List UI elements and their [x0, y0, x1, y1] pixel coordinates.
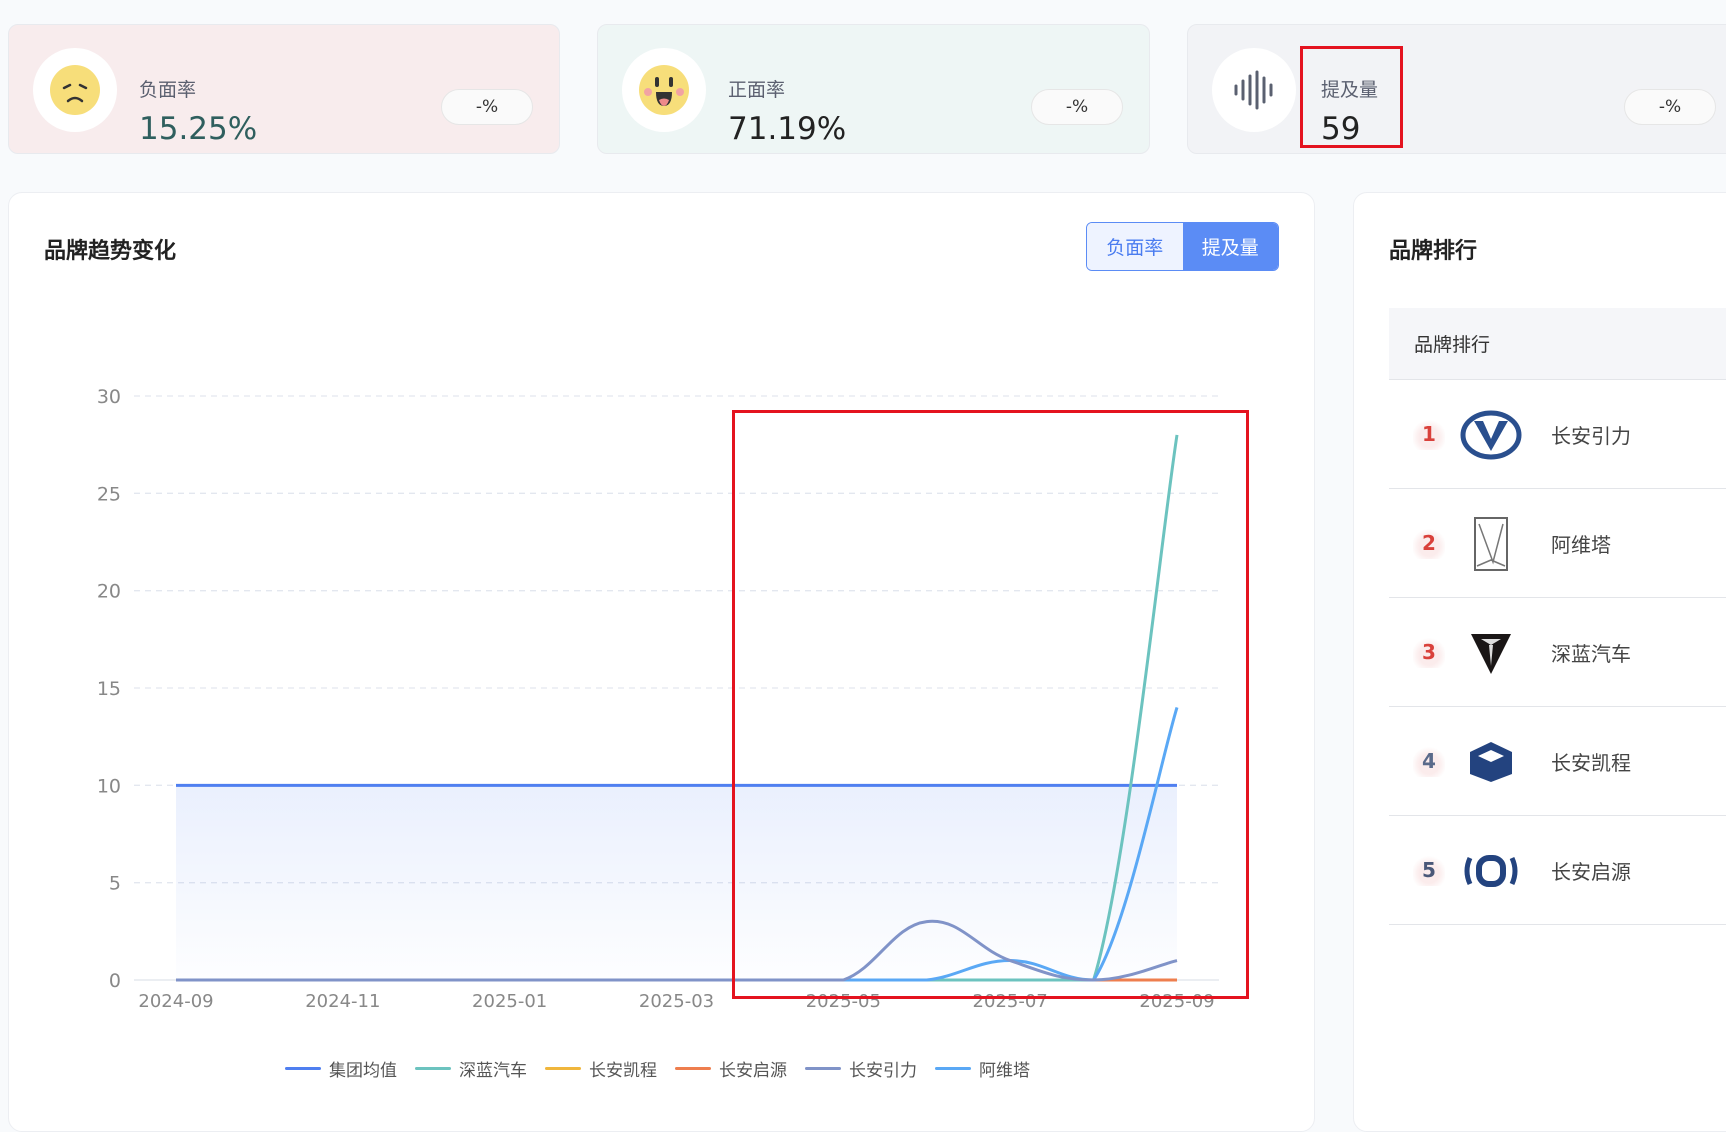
x-tick-label: 2025-01	[472, 991, 547, 1012]
brand-name: 阿维塔	[1551, 533, 1611, 557]
positive-rate-change: -%	[1031, 89, 1123, 125]
series-line-4	[176, 919, 1178, 982]
legend-item[interactable]: 阿维塔	[935, 1056, 1030, 1081]
legend-swatch	[545, 1067, 581, 1070]
deepal-logo	[1459, 623, 1523, 683]
legend-item[interactable]: 集团均值	[285, 1056, 397, 1081]
y-tick-label: 20	[97, 581, 121, 603]
x-tick-label: 2024-11	[305, 991, 380, 1012]
happy-face-icon	[622, 48, 706, 132]
legend-item[interactable]: 深蓝汽车	[415, 1056, 527, 1081]
legend-swatch	[285, 1067, 321, 1070]
negative-rate-label: 负面率	[139, 79, 197, 101]
legend-label: 长安启源	[719, 1061, 787, 1081]
legend-swatch	[675, 1067, 711, 1070]
negative-rate-change: -%	[441, 89, 533, 125]
rank-badge: 5	[1413, 854, 1445, 886]
rank-badge: 1	[1413, 418, 1445, 450]
positive-rate-value: 71.19%	[728, 111, 847, 147]
rank-badge: 4	[1413, 745, 1445, 777]
rank-badge: 2	[1413, 527, 1445, 559]
legend-swatch	[935, 1067, 971, 1070]
legend-label: 阿维塔	[979, 1061, 1030, 1081]
y-tick-label: 30	[97, 386, 121, 408]
legend-item[interactable]: 长安引力	[805, 1056, 917, 1081]
sound-wave-icon	[1212, 48, 1296, 132]
y-tick-label: 15	[97, 678, 121, 700]
ranking-title: 品牌排行	[1389, 239, 1478, 264]
ranking-column-header: 品牌排行	[1389, 308, 1726, 380]
y-tick-label: 0	[109, 970, 121, 992]
x-tick-label: 2024-09	[138, 991, 213, 1012]
series-area	[176, 785, 1177, 980]
x-tick-label: 2025-05	[806, 991, 881, 1012]
rank-badge: 3	[1413, 636, 1445, 668]
negative-rate-card: 负面率 15.25% -%	[8, 24, 560, 154]
legend-label: 集团均值	[329, 1061, 397, 1081]
positive-rate-label: 正面率	[728, 79, 786, 101]
trend-chart: 0 5 10 15 20 25 30 2024-09 2024-11 2025-01 2025-03…	[97, 386, 1219, 1012]
changan-kaicheng-logo	[1459, 732, 1523, 792]
changan-yinli-logo	[1459, 405, 1523, 465]
x-tick-label: 2025-07	[973, 991, 1048, 1012]
y-tick-label: 5	[109, 873, 121, 895]
legend-label: 长安凯程	[589, 1061, 657, 1081]
brand-name: 深蓝汽车	[1551, 642, 1631, 666]
legend-swatch	[805, 1067, 841, 1070]
trend-title: 品牌趋势变化	[44, 239, 177, 264]
x-tick-label: 2025-09	[1139, 991, 1214, 1012]
chart-legend: 集团均值 深蓝汽车 长安凯程 长安启源 长安引力 阿维塔	[0, 1056, 1315, 1081]
negative-rate-value: 15.25%	[139, 111, 258, 147]
ranking-row[interactable]: 2 阿维塔	[1389, 489, 1726, 598]
y-tick-label: 25	[97, 483, 121, 505]
legend-item[interactable]: 长安启源	[675, 1056, 787, 1081]
ranking-row[interactable]: 4 长安凯程	[1389, 707, 1726, 816]
legend-label: 深蓝汽车	[459, 1061, 527, 1081]
ranking-row[interactable]: 1 长安引力	[1389, 380, 1726, 489]
positive-rate-card: 正面率 71.19% -%	[597, 24, 1150, 154]
mentions-label: 提及量	[1321, 79, 1379, 101]
x-tick-label: 2025-03	[639, 991, 714, 1012]
avatr-logo	[1459, 514, 1523, 574]
brand-name: 长安启源	[1551, 860, 1631, 884]
legend-swatch	[415, 1067, 451, 1070]
ranking-row[interactable]: 3 深蓝汽车	[1389, 598, 1726, 707]
brand-name: 长安引力	[1551, 424, 1631, 448]
toggle-mentions[interactable]: 提及量	[1182, 223, 1278, 270]
brand-name: 长安凯程	[1551, 751, 1631, 775]
mentions-card: 提及量 59 -%	[1187, 24, 1726, 154]
mentions-change: -%	[1624, 89, 1716, 125]
y-tick-label: 10	[97, 775, 121, 797]
ranking-row[interactable]: 5 长安启源	[1389, 816, 1726, 925]
legend-item[interactable]: 长安凯程	[545, 1056, 657, 1081]
sad-face-icon	[33, 48, 117, 132]
toggle-negative-rate[interactable]: 负面率	[1087, 223, 1183, 270]
mentions-value: 59	[1321, 111, 1361, 147]
changan-qiyuan-logo	[1459, 841, 1523, 901]
legend-label: 长安引力	[849, 1061, 917, 1081]
metric-toggle[interactable]: 负面率 提及量	[1086, 222, 1279, 271]
